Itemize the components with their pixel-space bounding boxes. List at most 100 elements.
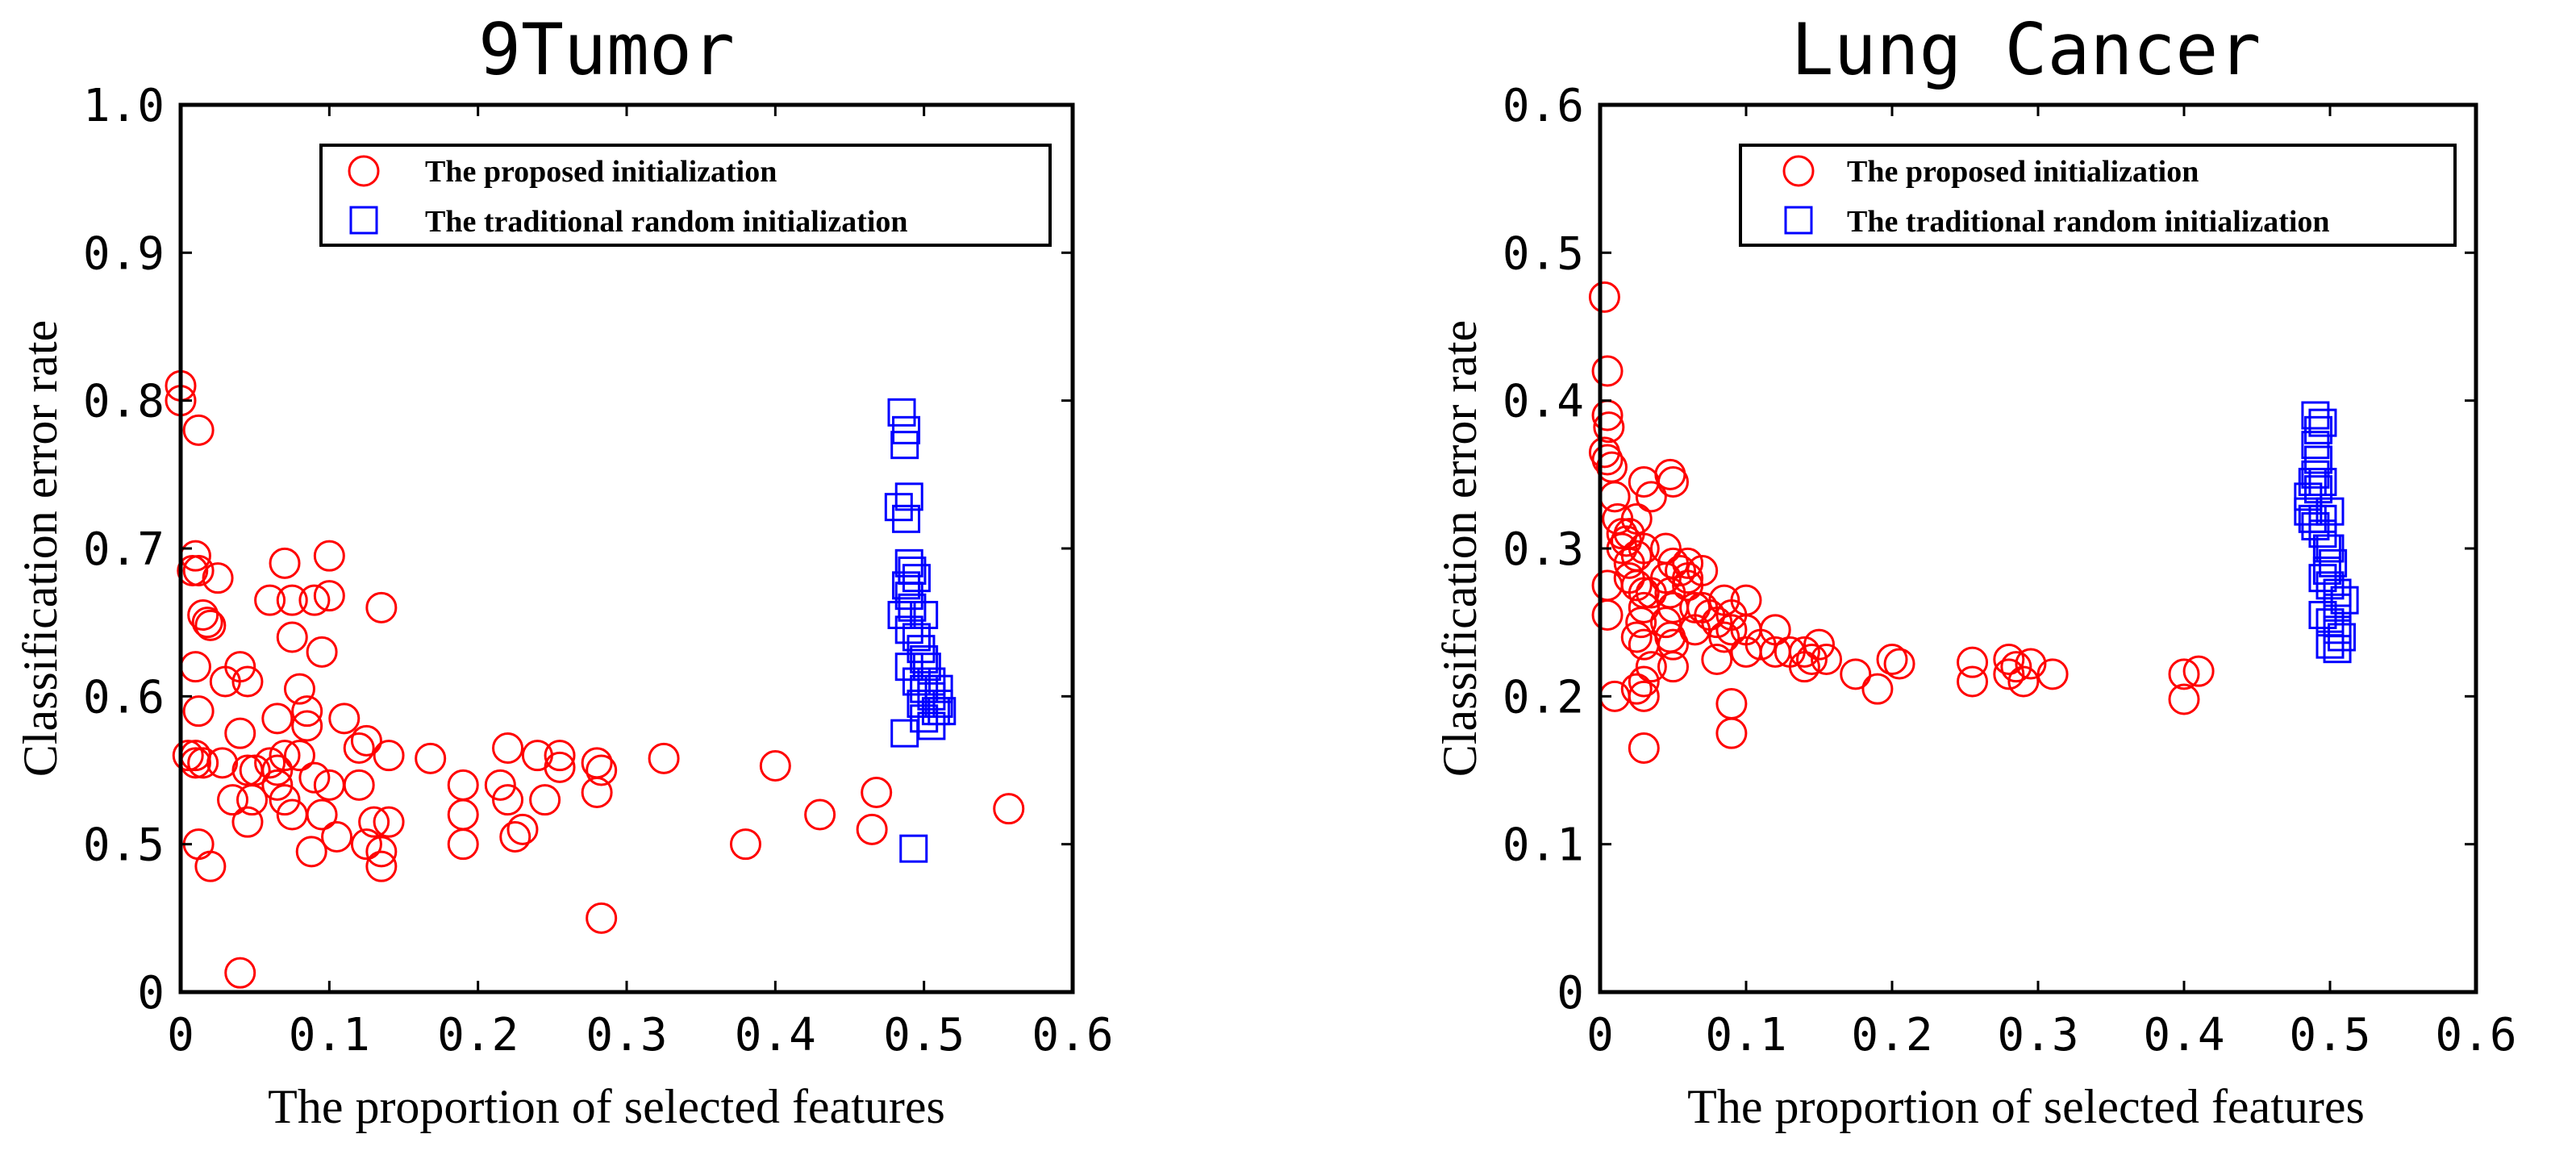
y-axis-label: Classification error rate — [1433, 320, 1486, 777]
data-point-circle — [276, 621, 308, 653]
y-axis-label: Classification error rate — [14, 320, 67, 777]
data-point-square — [2323, 635, 2352, 664]
y-tick-label: 0 — [1557, 967, 1584, 1019]
data-point-circle — [283, 673, 315, 705]
data-point-circle — [343, 769, 375, 801]
data-point-circle — [328, 703, 361, 735]
data-point-circle — [1803, 628, 1835, 661]
data-point-square — [2315, 630, 2345, 659]
data-point-square — [910, 645, 939, 673]
x-tick-label: 0.4 — [735, 1009, 816, 1061]
data-point-square — [2304, 415, 2333, 444]
data-point-square — [2304, 475, 2333, 504]
data-point-square — [2319, 548, 2348, 578]
data-point-circle — [224, 957, 256, 989]
data-point-square — [2330, 586, 2359, 615]
data-point-square — [907, 690, 936, 718]
data-point-square — [2308, 408, 2337, 437]
data-point-circle — [231, 665, 264, 698]
data-point-circle — [373, 740, 405, 772]
data-point-circle — [993, 793, 1025, 825]
data-point-circle — [1686, 555, 1719, 586]
data-point-square — [894, 482, 923, 511]
data-point-circle — [415, 742, 447, 774]
data-point-circle — [194, 850, 227, 882]
data-point-circle — [321, 821, 353, 853]
data-point-circle — [306, 798, 338, 831]
data-point-circle — [1628, 732, 1660, 764]
data-point-circle — [1593, 411, 1625, 444]
data-point-square — [887, 601, 916, 629]
data-point-square — [924, 690, 953, 718]
data-point-circle — [261, 769, 294, 801]
x-tick-label: 0.2 — [1851, 1009, 1932, 1061]
data-point-circle — [804, 798, 836, 831]
data-point-circle — [2015, 648, 2047, 680]
data-point-circle — [1795, 644, 1828, 675]
data-point-square — [902, 667, 931, 696]
data-point-circle — [2182, 655, 2215, 687]
data-point-circle — [447, 828, 479, 861]
legend-label-proposed: The proposed initialization — [1847, 155, 2199, 189]
x-axis-label: The proportion of selected features — [268, 1080, 945, 1133]
x-tick-label: 0.6 — [2435, 1009, 2516, 1061]
legend-box — [319, 144, 1052, 247]
data-point-circle — [529, 784, 561, 816]
data-point-square — [2301, 431, 2330, 460]
data-point-circle — [1657, 651, 1689, 683]
data-point-circle — [231, 806, 264, 838]
chart-title: Lung Cancer — [1791, 8, 2261, 91]
data-point-circle — [295, 836, 327, 868]
chart-panel-lung-cancer: Lung Cancer 0 0.1 0.2 0.3 0.4 0.5 0.6 0 0.1 0.2 0.… — [1433, 8, 2517, 1133]
data-point-circle — [306, 636, 338, 668]
data-points-layer — [1588, 281, 2359, 764]
data-point-circle — [261, 703, 294, 735]
data-point-circle — [447, 798, 479, 831]
y-tick-label: 0.6 — [1503, 80, 1584, 132]
data-point-circle — [1708, 621, 1740, 653]
data-point-circle — [313, 580, 345, 612]
data-point-circle — [1708, 584, 1740, 616]
data-point-circle — [365, 591, 398, 623]
y-tick-label: 0.3 — [1503, 523, 1584, 576]
data-point-square — [2308, 519, 2337, 548]
y-tick-label: 0.9 — [83, 227, 165, 280]
data-point-circle — [1591, 355, 1624, 387]
data-point-circle — [182, 414, 215, 446]
data-point-circle — [373, 806, 405, 838]
data-point-circle — [484, 769, 516, 801]
data-point-circle — [202, 562, 234, 594]
data-point-circle — [182, 695, 215, 728]
x-tick-label: 0.1 — [289, 1009, 370, 1061]
data-point-square — [2312, 557, 2341, 585]
data-point-circle — [1628, 665, 1660, 698]
data-point-circle — [1657, 466, 1689, 498]
data-point-square — [910, 704, 939, 733]
data-point-circle — [269, 740, 301, 772]
data-point-square — [894, 548, 923, 578]
data-point-circle — [2168, 658, 2200, 690]
data-point-circle — [1993, 658, 2025, 690]
data-point-circle — [1715, 614, 1748, 646]
data-point-circle — [261, 754, 294, 786]
axes-layer: 0 0.1 0.2 0.3 0.4 0.5 0.6 0 0.1 0.2 0.3 0.4 0.5 0.6 — [1503, 80, 2517, 1061]
data-point-circle — [217, 784, 249, 816]
legend-label-random: The traditional random initialization — [425, 205, 908, 239]
data-point-circle — [1672, 562, 1704, 594]
data-point-square — [887, 398, 916, 427]
legend-square-marker — [1784, 206, 1813, 235]
data-point-circle — [236, 784, 268, 816]
data-point-circle — [447, 769, 479, 801]
data-point-circle — [1788, 651, 1820, 683]
data-point-square — [2301, 460, 2330, 489]
data-point-circle — [759, 750, 791, 782]
data-point-circle — [269, 547, 301, 579]
data-point-circle — [209, 665, 241, 698]
data-point-circle — [492, 732, 524, 764]
data-point-circle — [1620, 502, 1653, 535]
data-point-circle — [313, 540, 345, 572]
data-point-square — [890, 719, 919, 748]
legend: The proposed initialization The traditio… — [1739, 144, 2457, 247]
x-tick-label: 0.4 — [2143, 1009, 2224, 1061]
